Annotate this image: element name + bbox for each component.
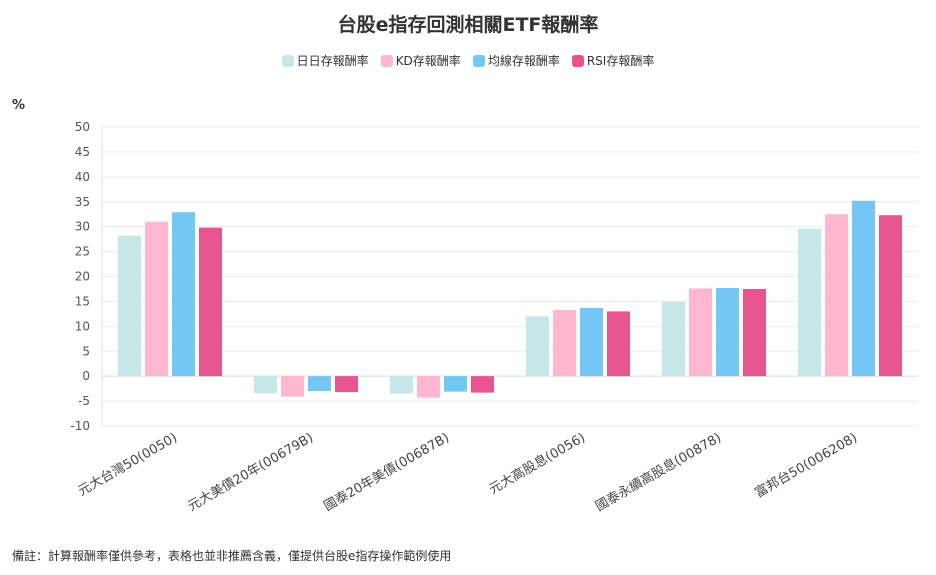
x-tick-label: 國泰永續高股息(00878) — [593, 430, 724, 515]
bar-2-3 — [471, 376, 494, 393]
y-tick-label: 30 — [75, 220, 90, 234]
bar-4-1 — [689, 288, 712, 377]
bar-0-3 — [199, 227, 222, 377]
bar-2-0 — [390, 376, 413, 394]
bar-1-3 — [335, 376, 358, 393]
legend-swatch — [281, 54, 294, 67]
bar-3-0 — [526, 316, 549, 377]
y-tick-label: -5 — [78, 394, 90, 408]
legend-label: RSI存報酬率 — [586, 54, 655, 68]
y-tick-label: 10 — [75, 319, 90, 333]
x-tick-label: 元大台灣50(0050) — [76, 430, 180, 499]
bar-5-1 — [825, 214, 848, 377]
legend-item-0[interactable]: 日日存報酬率 — [281, 52, 369, 69]
legend-item-1[interactable]: KD存報酬率 — [380, 52, 461, 69]
bar-5-0 — [798, 228, 821, 377]
y-tick-label: -10 — [70, 419, 90, 433]
bar-1-0 — [254, 376, 277, 394]
x-tick-label: 元大高股息(0056) — [486, 430, 588, 498]
y-tick-label: 20 — [75, 270, 90, 284]
bar-3-2 — [580, 307, 603, 377]
bar-3-1 — [553, 309, 576, 377]
y-tick-label: 5 — [82, 344, 90, 358]
y-tick-label: 40 — [75, 170, 90, 184]
bar-4-3 — [743, 288, 766, 377]
y-tick-label: 25 — [75, 245, 90, 259]
x-tick-label: 富邦台50(006208) — [752, 430, 860, 502]
y-tick-label: 50 — [75, 120, 90, 134]
bar-2-2 — [444, 376, 467, 392]
legend-swatch — [472, 54, 485, 67]
bar-5-3 — [879, 215, 902, 377]
x-tick-label: 元大美債20年(00679B) — [186, 430, 316, 514]
legend-label: 日日存報酬率 — [296, 54, 369, 68]
legend-label: KD存報酬率 — [395, 54, 461, 68]
bar-0-0 — [118, 235, 141, 377]
bar-1-1 — [281, 376, 304, 397]
legend-label: 均線存報酬率 — [487, 54, 560, 68]
legend-item-2[interactable]: 均線存報酬率 — [472, 52, 560, 69]
x-tick-label: 國泰20年美債(00687B) — [322, 430, 452, 514]
legend-swatch — [380, 54, 393, 67]
bar-3-3 — [607, 311, 630, 377]
legend-item-3[interactable]: RSI存報酬率 — [571, 52, 655, 69]
y-tick-label: 45 — [75, 145, 90, 159]
bar-4-0 — [662, 301, 685, 377]
bar-1-2 — [308, 376, 331, 392]
bar-0-1 — [145, 221, 168, 377]
footnote: 備註：計算報酬率僅供參考，表格也並非推薦含義，僅提供台股e指存操作範例使用 — [12, 549, 452, 563]
y-tick-label: 0 — [82, 369, 90, 383]
y-tick-label: 15 — [75, 294, 90, 308]
bar-2-1 — [417, 376, 440, 398]
bar-5-2 — [852, 200, 875, 377]
bar-0-2 — [172, 212, 195, 377]
chart-legend: 日日存報酬率 KD存報酬率 均線存報酬率 RSI存報酬率 — [0, 52, 936, 69]
bar-4-2 — [716, 287, 739, 377]
y-axis-unit-label: % — [12, 98, 26, 113]
chart-title: 台股e指存回測相關ETF報酬率 — [337, 14, 599, 36]
y-tick-label: 35 — [75, 195, 90, 209]
legend-swatch — [571, 54, 584, 67]
